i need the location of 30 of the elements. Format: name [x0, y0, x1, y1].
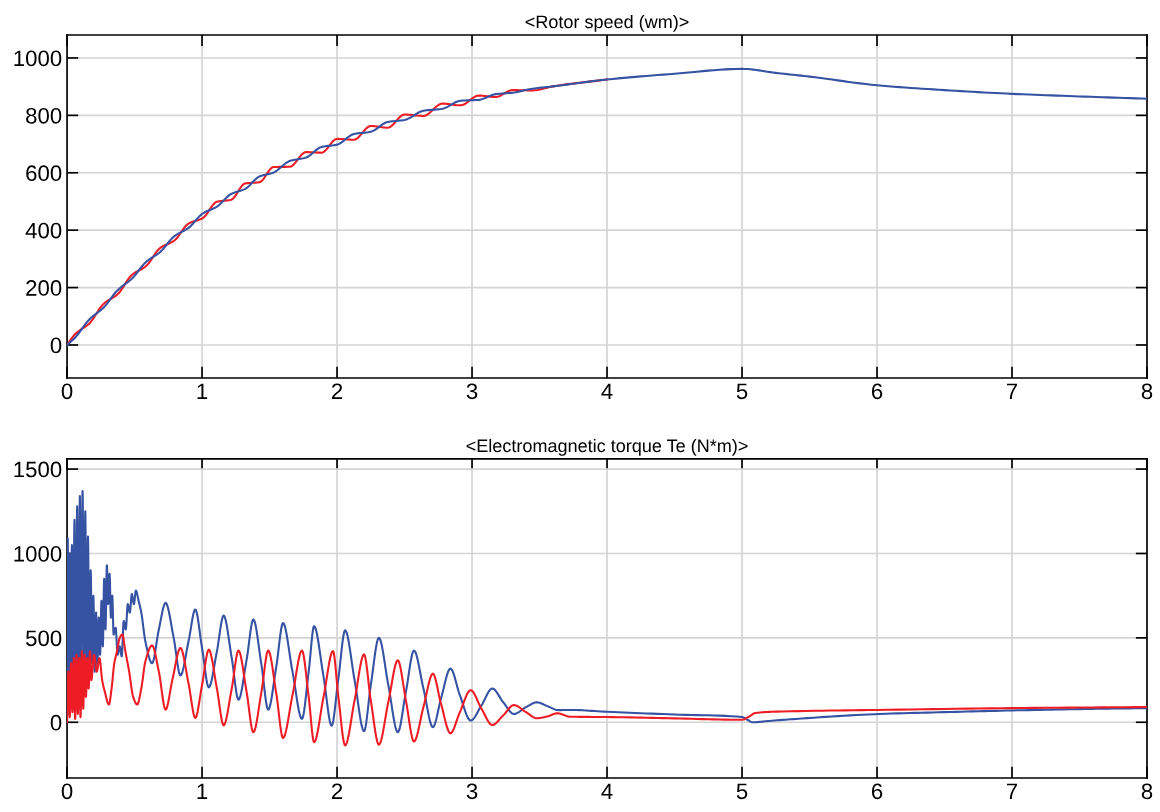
x-tick-label: 8 — [1141, 383, 1153, 400]
x-tick-label: 3 — [466, 783, 478, 800]
x-tick-label: 4 — [601, 783, 613, 799]
y-tick-label: 800 — [26, 107, 62, 124]
x-tick-label: 4 — [601, 383, 613, 399]
x-tick-label: 1 — [197, 783, 208, 799]
x-tick-label: 2 — [331, 783, 343, 799]
chart-title: <Rotor speed (wm)> — [525, 14, 689, 32]
x-tick-label: 2 — [331, 383, 343, 399]
y-tick-label: 1000 — [14, 546, 62, 562]
y-tick-label: 500 — [26, 630, 62, 647]
y-tick-label: 400 — [25, 222, 62, 239]
x-tick-label: 0 — [61, 783, 73, 800]
x-tick-label: 1 — [197, 383, 208, 399]
y-tick-label: 0 — [50, 337, 62, 354]
x-tick-label: 6 — [871, 383, 883, 400]
y-tick-label: 0 — [50, 714, 62, 731]
y-tick-label: 600 — [26, 165, 62, 182]
y-tick-label: 1000 — [14, 50, 62, 67]
x-tick-label: 7 — [1006, 383, 1018, 399]
x-tick-label: 8 — [1141, 783, 1153, 800]
y-tick-label: 1500 — [14, 461, 62, 478]
x-tick-label: 5 — [736, 383, 748, 400]
x-tick-label: 6 — [871, 783, 883, 800]
chart-title: <Electromagnetic torque Te (N*m)> — [466, 438, 748, 456]
y-tick-label: 200 — [26, 280, 62, 296]
x-tick-label: 3 — [466, 383, 478, 400]
x-tick-label: 7 — [1006, 783, 1018, 799]
x-tick-label: 0 — [61, 383, 73, 400]
x-tick-label: 5 — [736, 783, 748, 800]
